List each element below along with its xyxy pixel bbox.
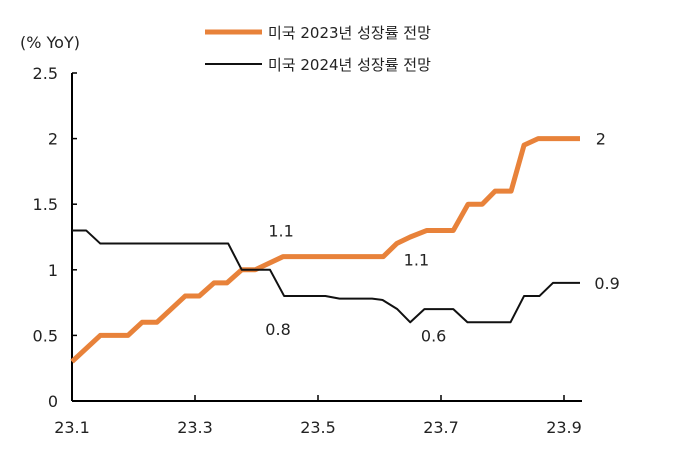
legend-label: 미국 2024년 성장률 전망: [268, 56, 431, 74]
x-tick-label: 23.5: [300, 418, 336, 437]
data-label: 1.1: [404, 250, 429, 269]
data-label: 0.9: [594, 274, 619, 293]
y-tick-label: 2.5: [33, 64, 58, 83]
x-tick-label: 23.1: [54, 418, 90, 437]
data-label: 1.1: [268, 221, 293, 240]
x-tick-label: 23.7: [423, 418, 459, 437]
y-tick-label: 1.5: [33, 195, 58, 214]
series-line-2: [72, 229, 580, 324]
y-tick-label: 2: [48, 130, 58, 149]
y-tick-label: 0.5: [33, 326, 58, 345]
legend-label: 미국 2023년 성장률 전망: [268, 24, 431, 42]
x-tick-label: 23.3: [177, 418, 213, 437]
unit-label: (% YoY): [20, 33, 80, 52]
data-label: 2: [596, 130, 606, 149]
data-label: 0.6: [421, 326, 446, 345]
series-line-1: [70, 136, 580, 364]
x-tick-label: 23.9: [546, 418, 582, 437]
y-tick-label: 1: [48, 261, 58, 280]
y-tick-label: 0: [48, 392, 58, 411]
data-label: 0.8: [265, 320, 290, 339]
